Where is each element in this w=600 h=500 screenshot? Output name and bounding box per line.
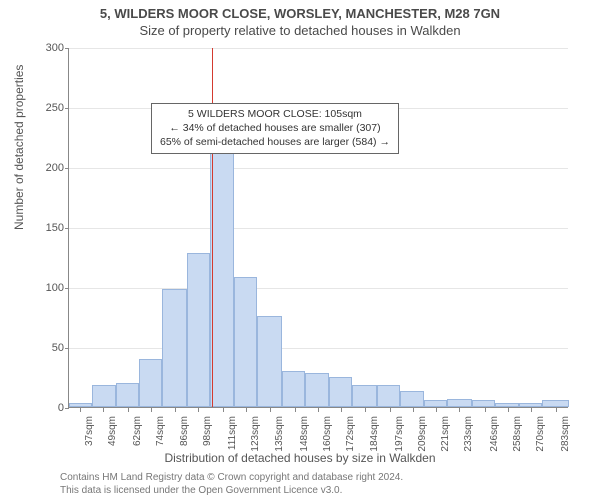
ytick-label: 250 xyxy=(46,102,64,114)
xtick-mark xyxy=(341,408,342,412)
gridline xyxy=(69,348,568,349)
xtick-mark xyxy=(270,408,271,412)
xtick-label: 111sqm xyxy=(227,416,238,452)
x-axis-label: Distribution of detached houses by size … xyxy=(0,451,600,465)
xtick-label: 221sqm xyxy=(440,416,451,452)
gridline xyxy=(69,288,568,289)
xtick-label: 197sqm xyxy=(394,416,405,452)
ytick-mark xyxy=(65,168,69,169)
ytick-label: 0 xyxy=(58,402,64,414)
xtick-mark xyxy=(223,408,224,412)
histogram-bar xyxy=(210,121,233,407)
annotation-line1: 5 WILDERS MOOR CLOSE: 105sqm xyxy=(160,107,390,121)
xtick-label: 209sqm xyxy=(417,416,428,452)
chart-title-address: 5, WILDERS MOOR CLOSE, WORSLEY, MANCHEST… xyxy=(0,0,600,21)
xtick-label: 184sqm xyxy=(369,416,380,452)
histogram-bar xyxy=(69,403,92,407)
xtick-mark xyxy=(436,408,437,412)
histogram-bar xyxy=(92,385,115,407)
histogram-bar xyxy=(377,385,400,407)
xtick-mark xyxy=(390,408,391,412)
xtick-mark xyxy=(485,408,486,412)
xtick-mark xyxy=(413,408,414,412)
xtick-mark xyxy=(295,408,296,412)
xtick-mark xyxy=(365,408,366,412)
histogram-bar xyxy=(472,400,495,407)
xtick-label: 123sqm xyxy=(250,416,261,452)
histogram-bar xyxy=(116,383,139,407)
histogram-bar xyxy=(495,403,518,407)
xtick-mark xyxy=(556,408,557,412)
xtick-label: 74sqm xyxy=(155,416,166,452)
xtick-label: 233sqm xyxy=(463,416,474,452)
xtick-mark xyxy=(531,408,532,412)
footer-line1: Contains HM Land Registry data © Crown c… xyxy=(60,472,403,485)
gridline xyxy=(69,228,568,229)
ytick-mark xyxy=(65,108,69,109)
histogram-bar xyxy=(139,359,162,407)
xtick-mark xyxy=(508,408,509,412)
ytick-mark xyxy=(65,288,69,289)
xtick-label: 86sqm xyxy=(179,416,190,452)
xtick-label: 98sqm xyxy=(202,416,213,452)
histogram-plot: 5 WILDERS MOOR CLOSE: 105sqm ← 34% of de… xyxy=(68,48,568,408)
xtick-mark xyxy=(246,408,247,412)
histogram-bar xyxy=(162,289,187,407)
ytick-label: 200 xyxy=(46,162,64,174)
xtick-mark xyxy=(80,408,81,412)
histogram-bar xyxy=(257,316,282,407)
xtick-label: 258sqm xyxy=(512,416,523,452)
x-ticks: 37sqm49sqm62sqm74sqm86sqm98sqm111sqm123s… xyxy=(68,408,568,448)
xtick-label: 37sqm xyxy=(84,416,95,452)
xtick-label: 283sqm xyxy=(560,416,571,452)
xtick-mark xyxy=(318,408,319,412)
ytick-mark xyxy=(65,228,69,229)
histogram-bar xyxy=(305,373,328,407)
histogram-bar xyxy=(447,399,472,407)
ytick-label: 150 xyxy=(46,222,64,234)
ytick-mark xyxy=(65,48,69,49)
ytick-mark xyxy=(65,348,69,349)
histogram-bar xyxy=(329,377,352,407)
ytick-label: 100 xyxy=(46,282,64,294)
xtick-label: 246sqm xyxy=(489,416,500,452)
reference-line xyxy=(212,48,213,407)
histogram-bar xyxy=(187,253,210,407)
xtick-mark xyxy=(128,408,129,412)
chart-title-subtitle: Size of property relative to detached ho… xyxy=(0,21,600,38)
xtick-label: 148sqm xyxy=(299,416,310,452)
ytick-label: 300 xyxy=(46,42,64,54)
y-axis-label: Number of detached properties xyxy=(12,65,26,230)
histogram-bar xyxy=(352,385,377,407)
xtick-mark xyxy=(459,408,460,412)
xtick-label: 172sqm xyxy=(345,416,356,452)
xtick-label: 135sqm xyxy=(274,416,285,452)
histogram-bar xyxy=(234,277,257,407)
xtick-mark xyxy=(103,408,104,412)
histogram-bar xyxy=(400,391,423,407)
gridline xyxy=(69,48,568,49)
annotation-line3: 65% of semi-detached houses are larger (… xyxy=(160,135,390,149)
ytick-label: 50 xyxy=(52,342,64,354)
xtick-mark xyxy=(198,408,199,412)
footer-attribution: Contains HM Land Registry data © Crown c… xyxy=(60,472,403,497)
histogram-bar xyxy=(282,371,305,407)
xtick-mark xyxy=(151,408,152,412)
histogram-bar xyxy=(424,400,447,407)
xtick-label: 270sqm xyxy=(535,416,546,452)
xtick-mark xyxy=(175,408,176,412)
footer-line2: This data is licensed under the Open Gov… xyxy=(60,485,403,498)
annotation-line2: ← 34% of detached houses are smaller (30… xyxy=(160,121,390,135)
xtick-label: 160sqm xyxy=(322,416,333,452)
gridline xyxy=(69,168,568,169)
annotation-box: 5 WILDERS MOOR CLOSE: 105sqm ← 34% of de… xyxy=(151,103,399,154)
xtick-label: 49sqm xyxy=(107,416,118,452)
histogram-bar xyxy=(519,403,542,407)
histogram-bar xyxy=(542,400,569,407)
xtick-label: 62sqm xyxy=(132,416,143,452)
